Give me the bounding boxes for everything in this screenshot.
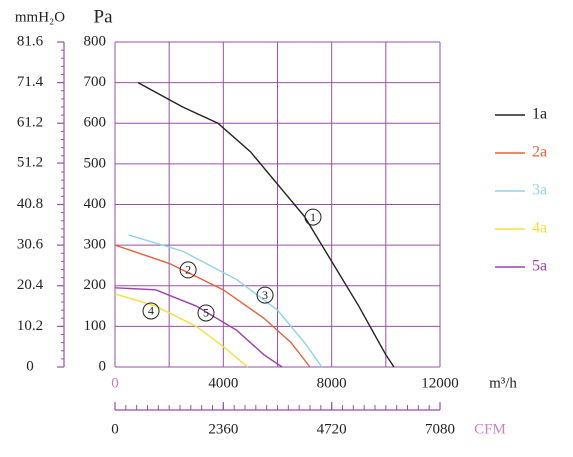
annotation-label: 2	[185, 263, 191, 277]
y2-tick-label: 10.2	[17, 318, 43, 334]
y2-tick-label: 51.2	[17, 155, 43, 171]
annotation-circle	[179, 261, 197, 279]
curve	[114, 287, 283, 368]
y-tick-label: 200	[84, 277, 107, 293]
legend-label: 2a	[532, 144, 547, 161]
y2-tick-label: 71.4	[17, 74, 44, 90]
x2-tick-label: 2360	[208, 421, 238, 437]
y-tick-label: 300	[84, 237, 107, 253]
x-tick-label: 4000	[208, 375, 238, 391]
legend-label: 1a	[532, 106, 547, 123]
x-tick-label: 8000	[317, 375, 347, 391]
y-tick-label: 100	[84, 318, 107, 334]
annotation-circle	[197, 304, 215, 322]
y-tick-label: 600	[84, 115, 107, 131]
y-tick-label: 400	[84, 196, 107, 212]
annotation-label: 1	[310, 210, 316, 224]
curve	[128, 234, 323, 368]
annotation-circle	[256, 286, 274, 304]
legend-label: 3a	[532, 182, 547, 199]
curve	[114, 244, 311, 368]
y2-tick-label: 0	[26, 358, 34, 374]
y-tick-label: 500	[84, 155, 107, 171]
x2-tick-label: 7080	[425, 421, 455, 437]
curve	[114, 293, 249, 368]
x2-tick-label: 4720	[317, 421, 347, 437]
x-tick-label: 12000	[421, 375, 459, 391]
y-tick-label: 0	[99, 358, 107, 374]
annotation-label: 4	[148, 304, 154, 318]
legend-label: 4a	[532, 220, 547, 237]
x2-tick-label: 0	[111, 421, 119, 437]
y-axis-label: Pa	[94, 6, 114, 27]
y2-tick-label: 81.6	[17, 33, 44, 49]
x2-axis-label: CFM	[474, 421, 506, 437]
y2-tick-label: 20.4	[17, 277, 44, 293]
annotation-circle	[142, 302, 160, 320]
y-tick-label: 800	[84, 33, 107, 49]
x-axis-label: m³/h	[489, 375, 517, 391]
y2-tick-label: 40.8	[17, 196, 43, 212]
y2-axis-label: mmH₂O	[15, 9, 65, 25]
annotation-label: 3	[262, 288, 268, 302]
legend-label: 5a	[532, 258, 547, 275]
y-tick-label: 700	[84, 74, 107, 90]
curve	[137, 82, 395, 368]
y2-tick-label: 30.6	[17, 237, 44, 253]
x-tick-label: 0	[111, 375, 119, 391]
annotation-label: 5	[203, 306, 209, 320]
annotation-circle	[304, 208, 322, 226]
y2-tick-label: 61.2	[17, 115, 43, 131]
